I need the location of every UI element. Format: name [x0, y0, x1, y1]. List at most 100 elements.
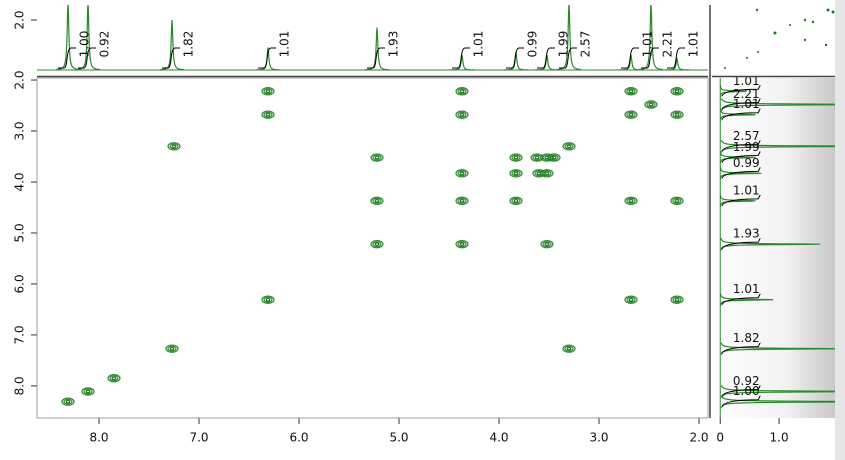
- overview-thumbnail: [724, 8, 835, 69]
- cross-peak: [644, 100, 658, 109]
- y-tick-label: 7.0: [13, 325, 27, 344]
- contour-ring: [169, 346, 175, 351]
- top-integral-label: 0.99: [526, 31, 540, 58]
- contour-ring: [165, 344, 179, 353]
- cross-peak: [540, 239, 554, 249]
- cross-peak: [562, 344, 576, 353]
- contour-ring: [459, 242, 465, 246]
- y-tick-label: 3.0: [13, 121, 27, 140]
- contour-ring: [265, 297, 271, 302]
- cross-peak: [670, 87, 684, 96]
- contour-ring: [459, 112, 465, 117]
- contour-ring: [534, 155, 540, 160]
- contour-ring: [513, 171, 519, 176]
- contour-ring: [457, 88, 467, 95]
- contour-ring: [83, 388, 93, 395]
- contour-ring: [547, 153, 561, 162]
- contour-ring: [628, 297, 634, 302]
- cross-peak: [370, 153, 384, 162]
- contour-ring: [648, 102, 654, 107]
- contour-ring: [457, 241, 467, 248]
- cross-peak: [261, 295, 275, 304]
- right-panel-bg: [712, 78, 835, 418]
- contour-ring: [624, 110, 638, 119]
- right-integral: [721, 140, 761, 152]
- cross-peak: [370, 239, 384, 249]
- right-integral-label: 1.82: [733, 331, 760, 345]
- contour-ring: [457, 197, 467, 204]
- contour-ring: [534, 170, 544, 177]
- contour-ring: [263, 111, 273, 118]
- right-integral: [721, 85, 761, 97]
- contour-ring: [628, 112, 634, 117]
- cross-peak: [540, 153, 554, 162]
- right-integral-label: 1.99: [733, 140, 760, 154]
- cross-peak: [624, 87, 638, 96]
- top-integral-label: 1.01: [278, 31, 292, 58]
- contour-ring: [626, 197, 636, 204]
- right-integral-label: 2.57: [733, 129, 760, 143]
- contour-ring: [85, 389, 91, 394]
- cross-peak: [455, 169, 469, 178]
- right-integral: [721, 237, 761, 250]
- contour-ring: [628, 199, 634, 203]
- contour-ring: [374, 242, 380, 246]
- top-integral: [258, 47, 276, 69]
- contour-ring: [263, 88, 273, 95]
- contour-ring: [562, 344, 576, 353]
- contour-ring: [109, 375, 119, 382]
- contour-ring: [459, 199, 465, 203]
- top-peak: [159, 19, 185, 71]
- x-tick-label: 2.0: [689, 431, 708, 445]
- cross-peak: [509, 196, 523, 206]
- contour-ring: [646, 101, 656, 108]
- top-peak: [76, 5, 100, 71]
- right-integral-label: 1.93: [733, 227, 760, 241]
- contour-ring: [672, 111, 682, 118]
- contour-ring: [628, 89, 634, 94]
- cross-peak: [455, 87, 469, 96]
- right-integral-label: 1.01: [733, 282, 760, 296]
- cross-peak: [670, 196, 684, 206]
- contour-ring: [672, 296, 682, 303]
- contour-ring: [61, 397, 75, 406]
- right-integral: [721, 108, 761, 120]
- contour-ring: [624, 196, 638, 206]
- contour-ring: [626, 111, 636, 118]
- contour-ring: [536, 171, 542, 176]
- x-tick-label: 7.0: [189, 431, 208, 445]
- right-integral: [721, 385, 761, 397]
- plot-layer: 8.0 7.0 6.0 5.0 4.0 3.0 2.0 2.0 3.0 4.0 5.0 6.0 7.0 8…: [13, 5, 835, 445]
- cross-peak: [81, 387, 95, 396]
- y-tick-label: 4.0: [13, 172, 27, 191]
- top-integral-label: 1.01: [472, 31, 486, 58]
- contour-ring: [562, 142, 576, 151]
- contour-ring: [167, 142, 181, 151]
- contour-ring: [544, 242, 550, 246]
- right-integral: [721, 151, 761, 163]
- right-integral: [721, 342, 761, 354]
- contour-ring: [626, 88, 636, 95]
- top-integral: [58, 47, 76, 69]
- right-peak: [720, 293, 774, 306]
- contour-ring: [509, 153, 523, 162]
- contour-ring: [457, 170, 467, 177]
- cross-peak: [261, 87, 275, 96]
- right-peak: [719, 167, 762, 180]
- right-integral-label: 1.01: [733, 97, 760, 111]
- contour-ring: [511, 170, 521, 177]
- contour-ring: [542, 154, 552, 161]
- plot-frame: [36, 77, 709, 419]
- contour-ring: [564, 143, 574, 150]
- contour-ring: [566, 144, 572, 149]
- top-integral-label: 2.21: [661, 31, 675, 58]
- top-integral: [559, 47, 577, 69]
- top-integral-label: 1.01: [687, 31, 701, 58]
- contour-ring: [459, 171, 465, 176]
- right-integral: [721, 194, 761, 207]
- contour-ring: [261, 110, 275, 119]
- top-integral: [78, 47, 96, 69]
- contour-ring: [513, 199, 519, 203]
- x-tick-label: 6.0: [289, 431, 308, 445]
- top-integral-label: 1.82: [182, 31, 196, 58]
